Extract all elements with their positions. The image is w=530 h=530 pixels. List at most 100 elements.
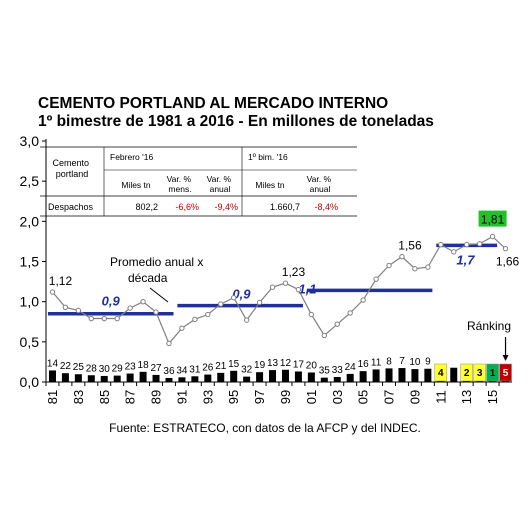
ranking-bar: [385, 368, 393, 382]
ranking-number: 36: [163, 366, 175, 377]
ranking-bar: [411, 369, 419, 382]
ranking-number: 8: [386, 356, 392, 367]
ranking-highlight-box: [473, 363, 486, 382]
table-value-miles-tn-1: 802,2: [135, 202, 158, 212]
chart-labels: Promedio anual xdécada1,121,231,561,811,…: [47, 210, 520, 382]
table-value-var-anual-1: -9,4%: [214, 202, 238, 212]
chart-subtitle: 1º bimestre de 1981 a 2016 - En millones…: [38, 113, 434, 130]
average-legend-line-1: Promedio anual x: [110, 255, 203, 269]
ranking-highlight-box: [460, 363, 473, 382]
table-group2-header: 1º bim. '16: [248, 152, 288, 162]
x-tick-label: 91: [174, 390, 189, 404]
ranking-highlight-box: [434, 363, 448, 382]
point-label: 1,12: [49, 274, 73, 288]
series-point: [321, 332, 328, 339]
ranking-number: 22: [60, 361, 72, 372]
source-note: Fuente: ESTRATECO, con datos de la AFCP …: [109, 421, 421, 435]
y-tick-label: 0,5: [20, 334, 40, 350]
series-point: [230, 294, 237, 301]
series-point: [218, 301, 224, 307]
point-label: 1,23: [282, 265, 306, 279]
ranking-bar: [269, 370, 277, 382]
ranking-number: 25: [73, 362, 85, 373]
series-point: [399, 253, 405, 260]
ranking-number: 12: [280, 358, 292, 369]
ranking-bar: [256, 372, 264, 382]
x-tick-label: 13: [459, 390, 474, 404]
ranking-number: 32: [241, 365, 253, 376]
ranking-number: 1: [490, 368, 496, 379]
ranking-bar: [230, 370, 238, 382]
x-tick-label: 95: [226, 390, 241, 404]
ranking-bar: [217, 372, 225, 382]
table-value-var-anual-2: -8,4%: [314, 202, 338, 212]
ranking-bar: [346, 373, 354, 382]
ranking-bar: [294, 371, 302, 382]
series-point: [463, 241, 470, 248]
series-point: [101, 315, 107, 322]
series-point: [256, 299, 263, 306]
ranking-number: 26: [202, 363, 214, 374]
ranking-bar: [281, 369, 289, 382]
ranking-number: 27: [150, 363, 162, 374]
ranking-bar: [178, 377, 186, 382]
ranking-number: 2: [464, 368, 470, 379]
ranking-label: Ránking: [467, 319, 511, 333]
ranking-number: 31: [189, 364, 201, 375]
ranking-bar: [126, 373, 134, 382]
ranking-highlight-box: [499, 363, 512, 382]
series-point: [205, 311, 211, 318]
table-row-header-line-2: portland: [56, 169, 89, 179]
series-point: [334, 321, 340, 327]
x-tick-label: 97: [252, 390, 267, 404]
series-point: [412, 266, 418, 272]
series-point: [166, 340, 172, 347]
series-point: [179, 325, 185, 331]
ranking-bar: [243, 376, 251, 382]
ranking-arrow-head: [502, 355, 509, 361]
series-point: [153, 309, 159, 315]
ranking-number: 4: [438, 368, 444, 379]
series-point: [282, 280, 289, 286]
series-point: [425, 264, 431, 270]
ranking-number: 11: [371, 357, 382, 368]
table-value-miles-tn-2: 1.660,7: [270, 202, 300, 212]
series-point: [243, 317, 250, 323]
y-tick-label: 1,5: [20, 254, 40, 270]
series-point: [360, 297, 366, 303]
average-legend-line-2: década: [128, 271, 168, 285]
decade-average-label: 0,9: [102, 294, 121, 309]
ranking-number: 34: [176, 365, 188, 376]
x-tick-label: 85: [97, 390, 112, 404]
table-col-var-anual-2-line-2: anual: [310, 184, 331, 194]
table-col-var-mens: Var. % mens.: [167, 174, 194, 194]
ranking-number: 24: [345, 362, 357, 373]
ranking-number: 6: [451, 368, 457, 379]
ranking-bar: [61, 373, 69, 382]
x-tick-label: 15: [485, 390, 500, 404]
ranking-number: 21: [215, 361, 227, 372]
point-label: 1,56: [398, 239, 422, 253]
ranking-bar: [87, 375, 95, 382]
series-point: [192, 316, 198, 323]
series-point: [451, 249, 457, 255]
x-tick-label: 93: [200, 390, 215, 404]
ranking-bar: [372, 369, 380, 382]
table-col-var-mens-line-2: mens.: [168, 184, 191, 194]
ranking-bar: [74, 374, 82, 382]
series-line: [49, 233, 509, 347]
table-col-var-anual-1: Var. % anual: [207, 174, 234, 194]
series-point: [347, 310, 353, 316]
ranking-bar: [152, 374, 160, 382]
table-col-var-mens-line-1: Var. %: [167, 174, 192, 184]
x-tick-label: 89: [149, 390, 164, 404]
ranking-bar: [113, 375, 121, 382]
chart-axes: 0,00,51,01,52,02,53,081 83 85 87 89 91 93 95 97 9…: [20, 133, 512, 404]
x-tick-label: 83: [71, 390, 86, 404]
y-tick-label: 0,0: [20, 374, 40, 390]
ranking-number: 28: [86, 363, 98, 374]
table-col-var-anual-1-line-2: anual: [210, 184, 231, 194]
average-legend-pointer: [149, 287, 169, 303]
ranking-number: 35: [319, 366, 331, 377]
